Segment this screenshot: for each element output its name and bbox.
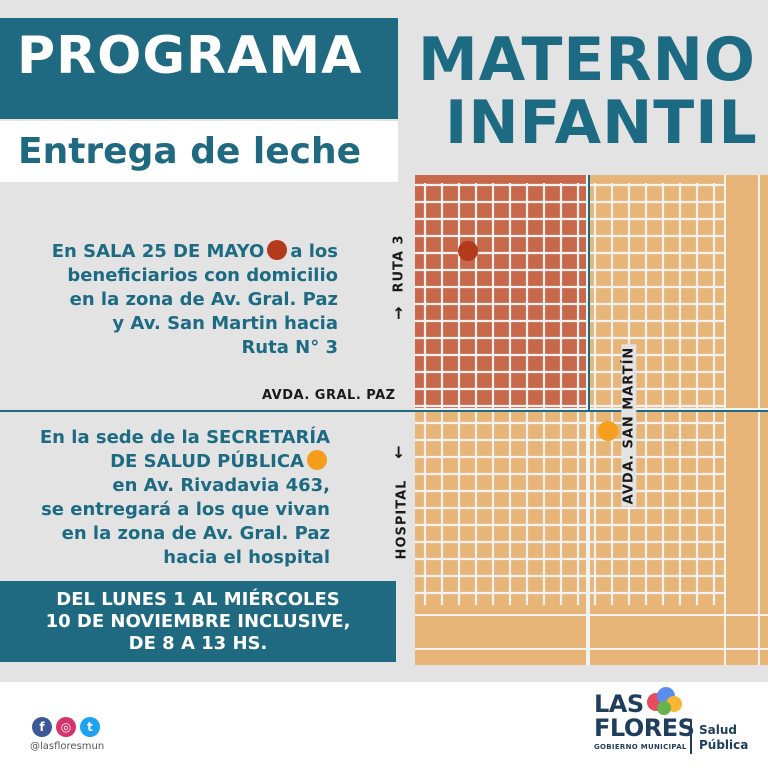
- label-avda-gral-paz: AVDA. GRAL. PAZ: [262, 388, 396, 403]
- info-sala-line1: En SALA 25 DE MAYO: [51, 241, 265, 262]
- dates-line3: DE 8 A 13 HS.: [128, 633, 268, 654]
- title-banner: [0, 18, 398, 119]
- instagram-icon[interactable]: ◎: [56, 717, 76, 737]
- flower-logo-icon: [647, 687, 682, 715]
- info-sala-line4: y Av. San Martin hacia: [112, 313, 338, 334]
- logo-salud-publica: Salud Pública: [699, 723, 748, 753]
- logo-divider: [690, 722, 692, 754]
- title-infantil: INFANTIL: [445, 88, 758, 158]
- logo-salud: Salud: [699, 723, 737, 737]
- label-ruta-3: RUTA 3: [391, 234, 407, 293]
- info-sala-line1b: a los: [290, 241, 338, 262]
- label-hospital: HOSPITAL: [394, 479, 410, 560]
- subtitle: Entrega de leche: [18, 131, 362, 172]
- social-handle: @lasfloresmun: [30, 741, 105, 752]
- info-secretaria: En la sede de la SECRETARÍA DE SALUD PÚB…: [10, 426, 330, 570]
- info-sala-line5: Ruta N° 3: [241, 337, 338, 358]
- sala-25-de-mayo-marker: [458, 241, 478, 261]
- facebook-icon[interactable]: f: [32, 717, 52, 737]
- dates-banner: DEL LUNES 1 AL MIÉRCOLES 10 DE NOVIEMBRE…: [0, 581, 396, 662]
- info-sec-line3: en Av. Rivadavia 463,: [112, 475, 330, 496]
- logo-gobierno-municipal: GOBIERNO MUNICIPAL: [594, 743, 687, 751]
- subtitle-banner: [0, 121, 398, 182]
- info-sec-line4: se entregará a los que vivan: [41, 499, 330, 520]
- gral-paz-divider: [0, 410, 768, 412]
- logo-las: LAS: [594, 690, 644, 718]
- social-links: f ◎ t: [32, 717, 100, 737]
- red-dot-icon: [267, 240, 288, 260]
- footer: [0, 682, 768, 768]
- info-sala-line3: en la zona de Av. Gral. Paz: [69, 289, 338, 310]
- title-programa: PROGRAMA: [17, 26, 363, 86]
- dates-line1: DEL LUNES 1 AL MIÉRCOLES: [56, 589, 340, 610]
- city-map: [415, 175, 768, 665]
- info-sala-25-de-mayo: En SALA 25 DE MAYO a los beneficiarios co…: [18, 240, 338, 360]
- info-sec-line1: En la sede de la SECRETARÍA: [39, 427, 330, 448]
- orange-dot-icon: [307, 450, 327, 470]
- map-zone-sala: [415, 175, 588, 410]
- label-avda-san-martin: AVDA. SAN MARTÍN: [621, 344, 637, 507]
- secretaria-marker: [598, 421, 618, 441]
- logo-flores: FLORES: [594, 714, 695, 742]
- info-sec-line5: en la zona de Av. Gral. Paz: [61, 523, 330, 544]
- dates-line2: 10 DE NOVIEMBRE INCLUSIVE,: [45, 611, 351, 632]
- twitter-icon[interactable]: t: [80, 717, 100, 737]
- info-sec-line6: hacia el hospital: [163, 547, 330, 568]
- arrow-down-icon: ↓: [392, 443, 406, 462]
- san-martin-divider: [588, 175, 590, 412]
- title-materno: MATERNO: [418, 25, 756, 95]
- info-sala-line2: beneficiarios con domicilio: [67, 265, 338, 286]
- info-sec-line2: DE SALUD PÚBLICA: [110, 451, 304, 472]
- arrow-up-icon: ↑: [392, 304, 406, 323]
- logo-publica: Pública: [699, 738, 749, 752]
